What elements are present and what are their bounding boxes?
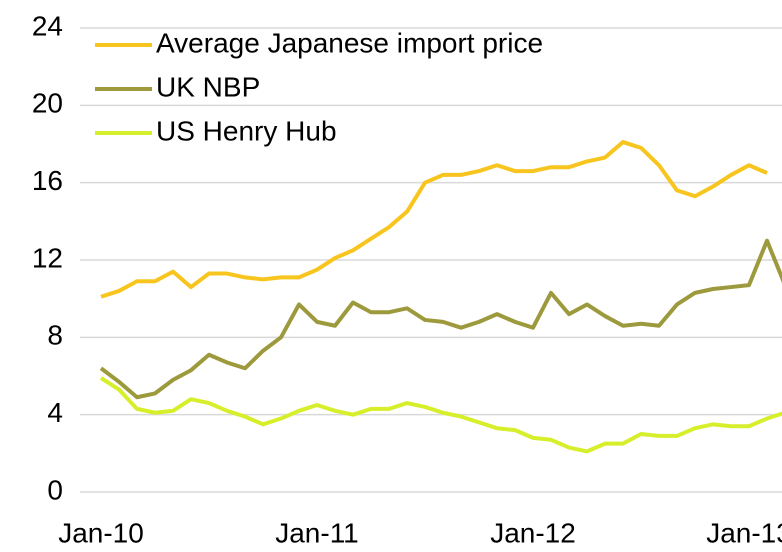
legend-label: UK NBP: [156, 71, 260, 102]
series-line: [99, 376, 782, 454]
x-tick-label: Jan-11: [275, 517, 359, 548]
y-tick-label: 0: [47, 474, 63, 505]
x-tick-label: Jan-13: [706, 517, 782, 548]
series-line: [99, 238, 782, 400]
y-tick-label: 20: [32, 88, 63, 119]
y-tick-label: 12: [32, 242, 63, 273]
legend-label: US Henry Hub: [156, 115, 337, 146]
y-tick-label: 16: [32, 165, 63, 196]
y-tick-label: 4: [47, 397, 63, 428]
series-line: [100, 140, 768, 299]
legend-label: Average Japanese import price: [156, 27, 543, 58]
x-tick-label: Jan-12: [490, 517, 576, 548]
y-tick-label: 8: [47, 320, 63, 351]
y-tick-label: 24: [32, 10, 63, 41]
x-tick-label: Jan-10: [58, 517, 144, 548]
